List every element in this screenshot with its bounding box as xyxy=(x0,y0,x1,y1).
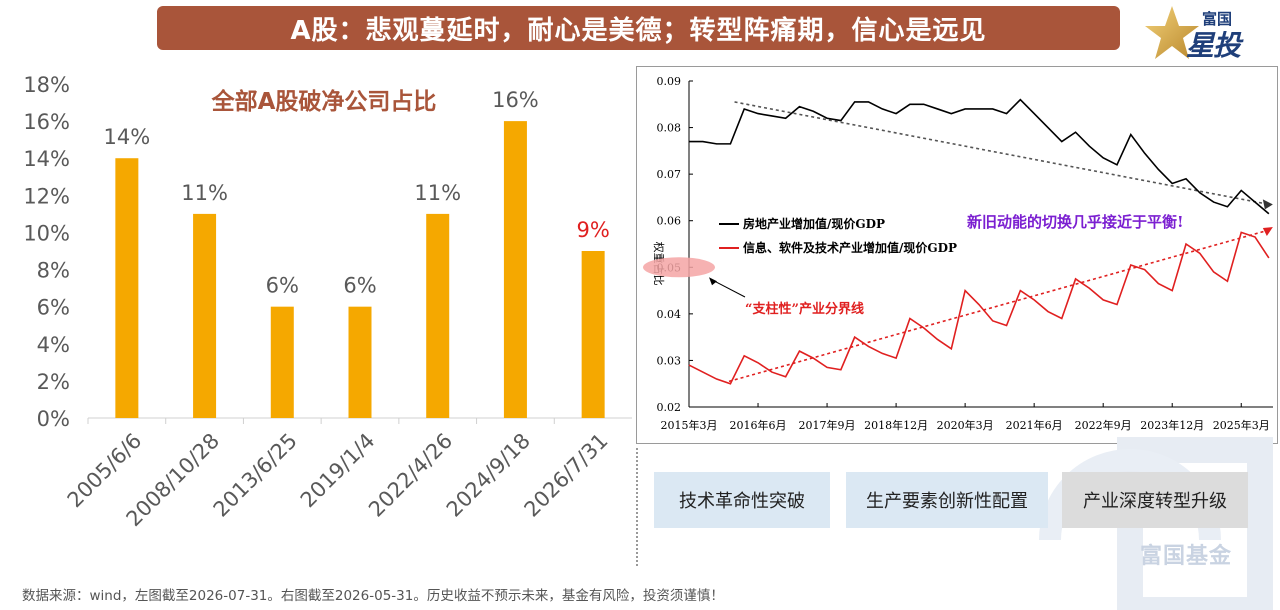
y-tick-label: 0.09 xyxy=(657,75,682,88)
bar-chart: 0% 2% 4% 6% 8% 10% 12% 14% 16% 18% 14% 2005/6/6 11% 2… xyxy=(0,60,640,580)
x-tick-label: 2020年3月 xyxy=(937,418,994,432)
y-tick-label: 0% xyxy=(37,407,70,431)
bar xyxy=(503,121,527,418)
x-tick-label: 2019/1/4 xyxy=(296,429,380,513)
y-tick-label: 2% xyxy=(37,370,70,394)
data-label: 6% xyxy=(266,274,299,298)
bar xyxy=(193,213,217,418)
line-chart-panel: 0.020.030.040.050.060.070.080.092015年3月2… xyxy=(636,66,1278,444)
trend-line-black xyxy=(734,101,1270,206)
bar xyxy=(581,251,605,418)
y-tick-label: 0.06 xyxy=(657,215,682,228)
bar xyxy=(270,306,294,418)
arrow-icon xyxy=(1262,199,1273,210)
x-tick-label: 2025年3月 xyxy=(1213,418,1270,432)
y-tick-label: 14% xyxy=(23,147,70,171)
y-tick-label: 4% xyxy=(37,333,70,357)
chart-title: 全部A股破净公司占比 xyxy=(211,88,437,115)
bar xyxy=(348,306,372,418)
marker-pointer-line xyxy=(710,278,746,298)
data-label: 6% xyxy=(343,274,376,298)
data-label: 11% xyxy=(414,181,461,205)
tag-industry-upgrade: 产业深度转型升级 xyxy=(1062,472,1248,528)
x-tick-label: 2022年9月 xyxy=(1075,418,1132,432)
x-tick-label: 2016年6月 xyxy=(730,418,787,432)
y-tick-label: 10% xyxy=(23,221,70,245)
x-tick-label: 2022/4/26 xyxy=(364,429,457,522)
legend-label: 房地产业增加值/现价GDP xyxy=(743,216,885,231)
data-label: 14% xyxy=(104,125,151,149)
footnote: 数据来源：wind，左图截至2026-07-31。右图截至2026-05-31。… xyxy=(22,588,724,604)
arrow-icon xyxy=(1262,227,1273,237)
arrow-icon xyxy=(709,277,717,286)
line-chart-svg: 0.020.030.040.050.060.070.080.092015年3月2… xyxy=(643,75,1273,432)
x-tick-label: 2024/9/18 xyxy=(442,429,535,522)
data-label: 11% xyxy=(181,181,228,205)
page-title: A股：悲观蔓延时，耐心是美德；转型阵痛期，信心是远见 xyxy=(290,15,987,46)
dotted-divider xyxy=(636,448,638,566)
data-label: 9% xyxy=(576,218,609,242)
logo-line1: 富国 xyxy=(1202,10,1233,28)
brand-logo: 富国 星投顾 xyxy=(1144,4,1264,102)
chart-annotation: 新旧动能的切换几乎接近于平衡! xyxy=(967,213,1184,231)
x-tick-label: 2013/6/25 xyxy=(209,429,302,522)
series-line-tech xyxy=(688,231,1270,385)
x-tick-label: 2005/6/6 xyxy=(63,429,147,513)
marker-ellipse xyxy=(643,257,715,278)
series-line-real-estate xyxy=(689,98,1270,215)
y-tick-label: 6% xyxy=(37,296,70,320)
y-tick-label: 0.03 xyxy=(657,354,682,367)
x-tick-label: 2015年3月 xyxy=(661,418,718,432)
y-tick-label: 0.02 xyxy=(657,401,682,414)
x-tick-label: 2023年12月 xyxy=(1140,418,1204,432)
y-tick-label: 8% xyxy=(37,259,70,283)
tag-factor-allocation: 生产要素创新性配置 xyxy=(846,472,1048,528)
tag-tech-revolution: 技术革命性突破 xyxy=(654,472,830,528)
bar xyxy=(426,213,450,418)
y-tick-label: 0.08 xyxy=(657,122,682,135)
y-tick-label: 12% xyxy=(23,184,70,208)
bar-chart-svg: 0% 2% 4% 6% 8% 10% 12% 14% 16% 18% 14% 2005/6/6 11% 2… xyxy=(23,73,632,531)
y-tick-label: 0.04 xyxy=(657,308,682,321)
marker-label: “支柱性”产业分界线 xyxy=(745,301,864,317)
x-tick-label: 2017年9月 xyxy=(799,418,856,432)
star-icon xyxy=(1145,6,1199,59)
watermark-text: 富国基金 xyxy=(1140,544,1233,569)
y-tick-label: 16% xyxy=(23,110,70,134)
y-tick-label: 18% xyxy=(23,73,70,97)
y-tick-label: 0.07 xyxy=(657,168,682,181)
x-tick-label: 2026/7/31 xyxy=(520,429,613,522)
bar xyxy=(115,158,139,418)
title-banner: A股：悲观蔓延时，耐心是美德；转型阵痛期，信心是远见 xyxy=(157,6,1120,50)
x-tick-label: 2021年6月 xyxy=(1006,418,1063,432)
data-label: 16% xyxy=(492,88,539,112)
x-tick-label: 2018年12月 xyxy=(864,418,928,432)
legend-label: 信息、软件及技术产业增加值/现价GDP xyxy=(743,240,957,255)
